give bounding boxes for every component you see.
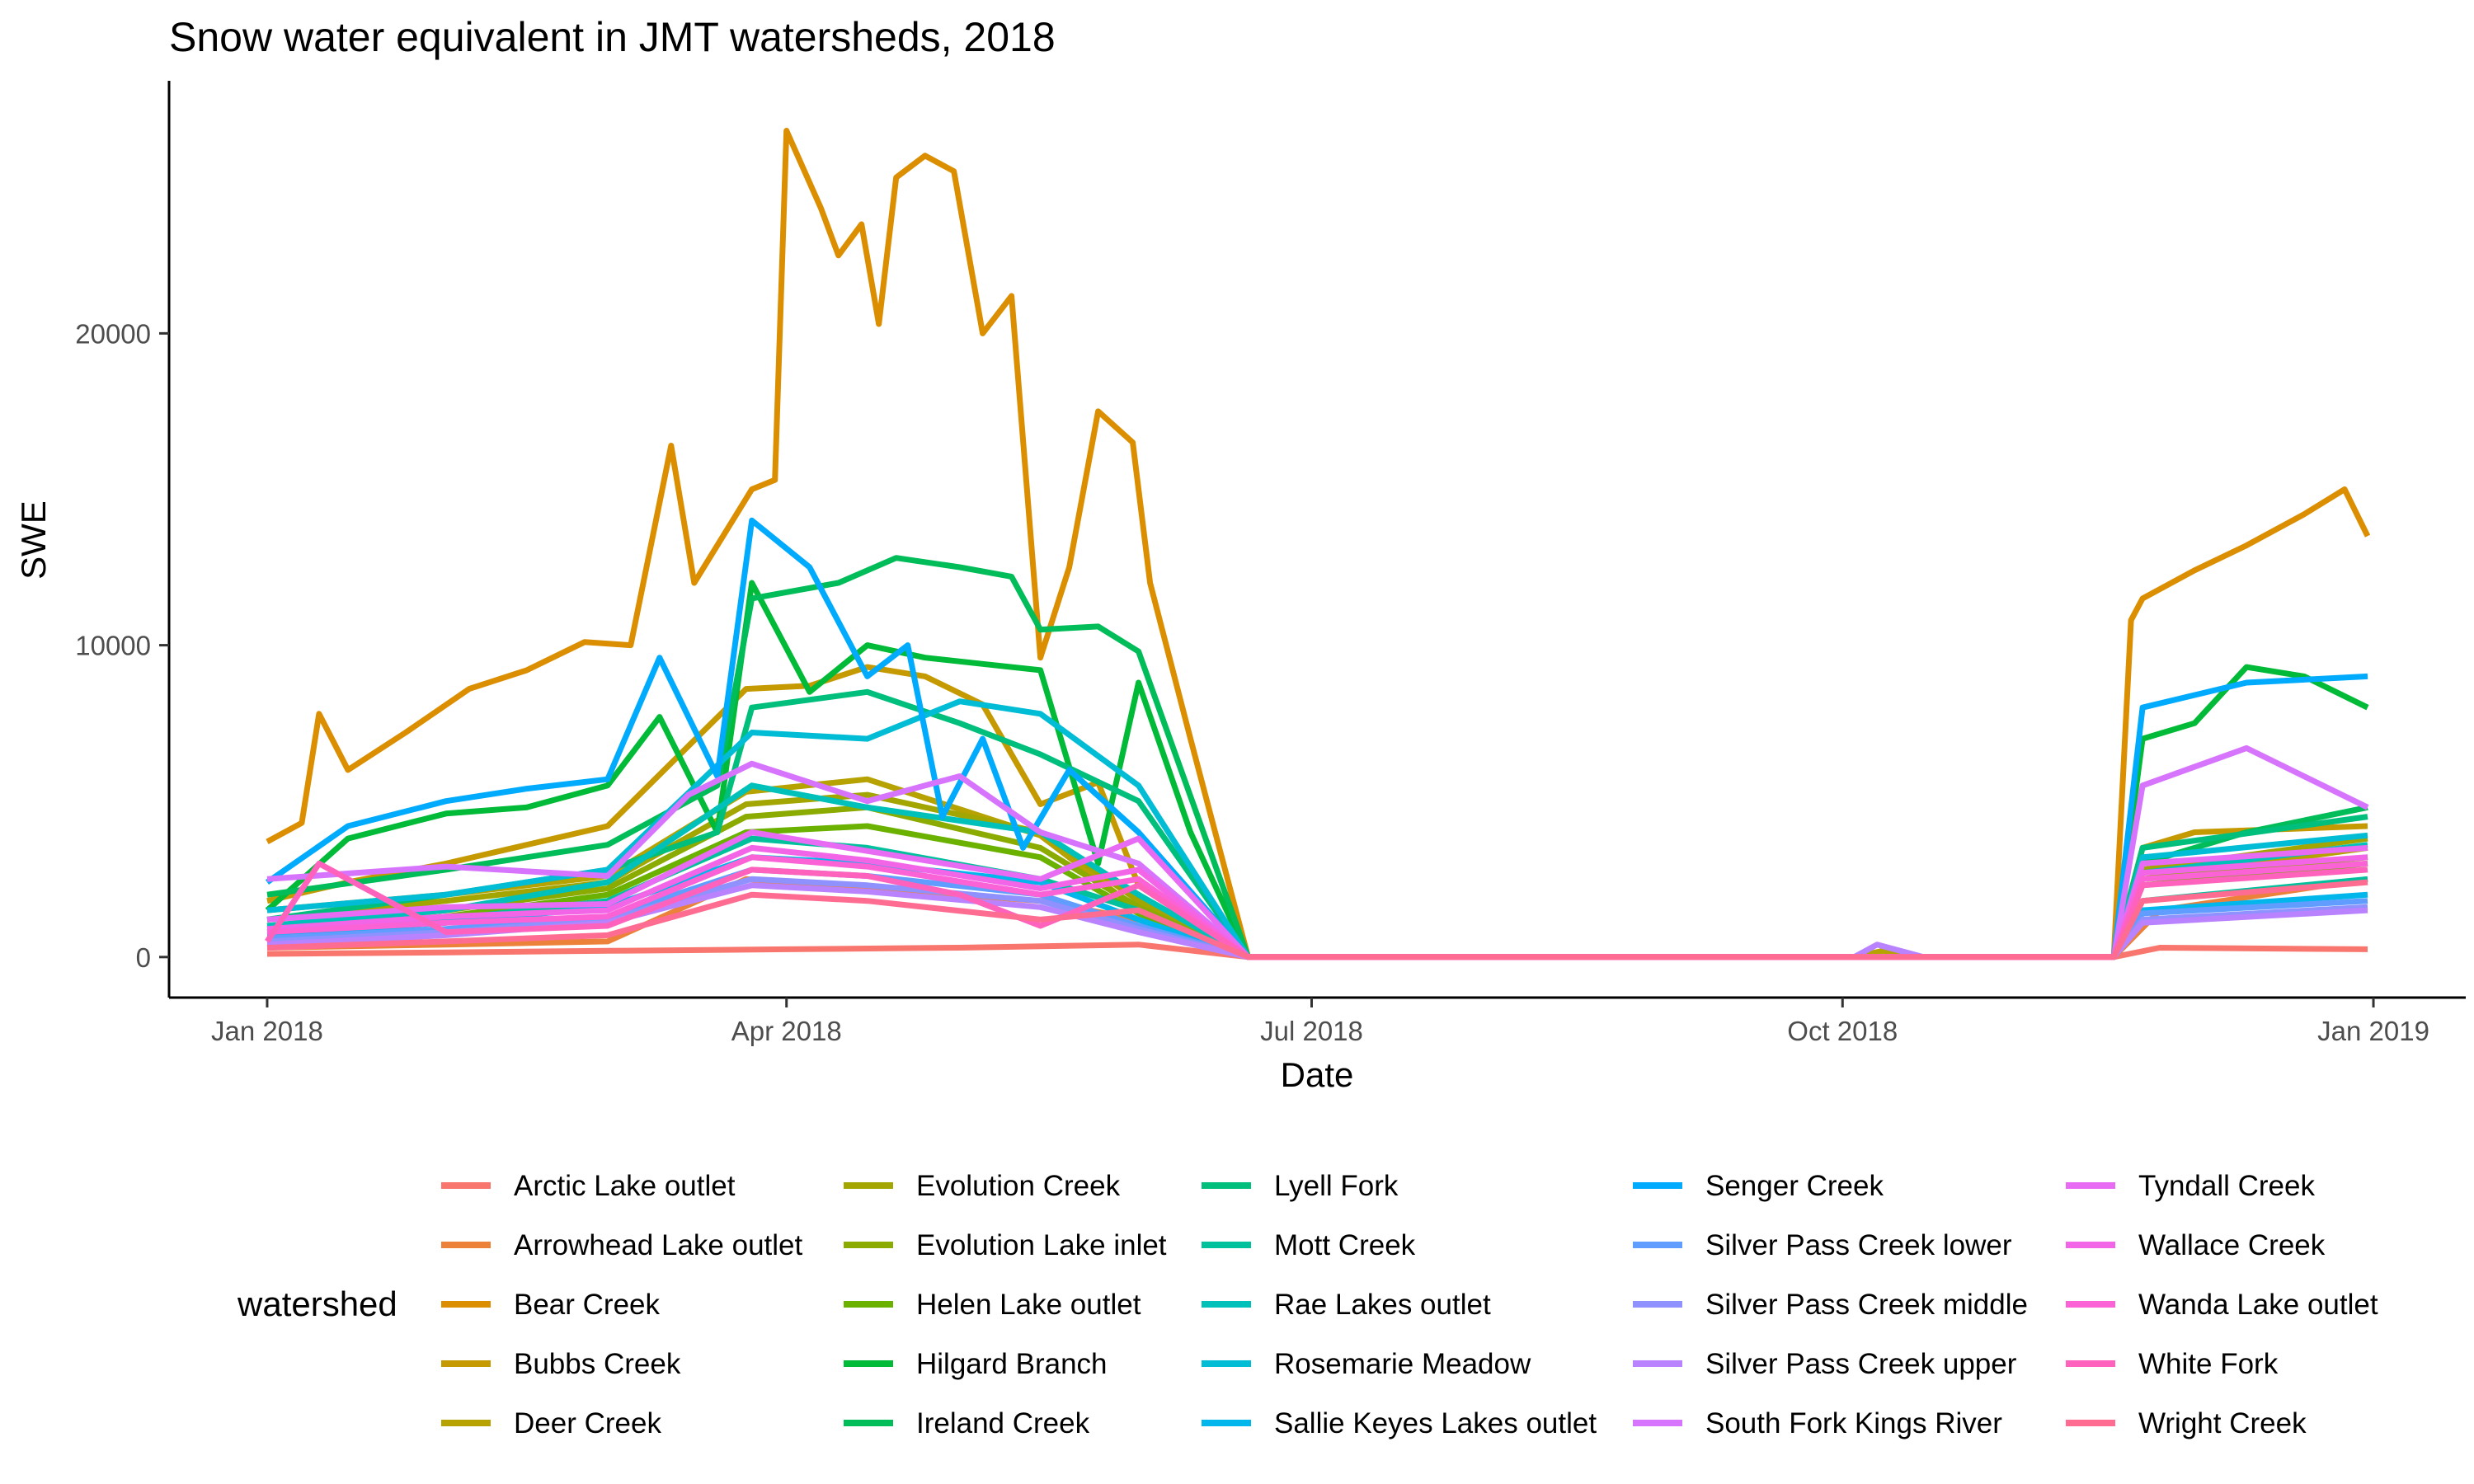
legend-label: Wright Creek: [2138, 1407, 2307, 1439]
plot-area: [265, 128, 2371, 960]
series-line: [266, 879, 2368, 960]
x-tick-label: Jan 2019: [2317, 1016, 2429, 1046]
series-line: [266, 128, 2371, 960]
x-axis-ticks: Jan 2018 Apr 2018 Jul 2018 Oct 2018 Jan 2019: [211, 998, 2429, 1046]
legend-label: South Fork Kings River: [1705, 1407, 2002, 1439]
series-line: [266, 744, 2369, 960]
legend-label: Evolution Lake inlet: [916, 1229, 1167, 1261]
x-axis-title: Date: [1281, 1055, 1354, 1094]
legend-label: Bear Creek: [514, 1289, 661, 1321]
legend-label: Senger Creek: [1705, 1170, 1884, 1202]
series-line: [266, 942, 2368, 960]
legend-title: watershed: [237, 1284, 397, 1323]
y-axis-ticks: 0 10000 20000: [75, 318, 169, 973]
legend-label: Silver Pass Creek lower: [1705, 1229, 2012, 1261]
y-tick-label: 20000: [75, 318, 151, 349]
legend-label: Helen Lake outlet: [916, 1289, 1141, 1321]
legend-label: Bubbs Creek: [514, 1348, 681, 1380]
y-tick-label: 0: [136, 942, 151, 973]
legend-label: Evolution Creek: [916, 1170, 1121, 1202]
legend-label: Arctic Lake outlet: [514, 1170, 736, 1202]
legend-label: Mott Creek: [1274, 1229, 1416, 1261]
legend-label: Rae Lakes outlet: [1274, 1289, 1491, 1321]
legend: watershed Arctic Lake outlet Arrowhead La…: [237, 1170, 2378, 1439]
y-axis-title: SWE: [14, 500, 53, 580]
x-tick-label: Apr 2018: [731, 1016, 842, 1046]
legend-label: Tyndall Creek: [2138, 1170, 2315, 1202]
series-line: [265, 580, 2369, 960]
legend-label: Silver Pass Creek middle: [1705, 1289, 2028, 1321]
x-tick-label: Jul 2018: [1260, 1016, 1363, 1046]
legend-label: Deer Creek: [514, 1407, 661, 1439]
legend-label: Lyell Fork: [1274, 1170, 1399, 1202]
chart-title: Snow water equivalent in JMT watersheds,…: [169, 14, 1056, 60]
legend-label: Wallace Creek: [2138, 1229, 2326, 1261]
x-tick-label: Oct 2018: [1787, 1016, 1898, 1046]
legend-label: Arrowhead Lake outlet: [514, 1229, 802, 1261]
legend-label: Silver Pass Creek upper: [1705, 1348, 2017, 1380]
y-tick-label: 10000: [75, 631, 151, 661]
legend-label: White Fork: [2138, 1348, 2279, 1380]
legend-label: Hilgard Branch: [916, 1348, 1108, 1380]
legend-label: Sallie Keyes Lakes outlet: [1274, 1407, 1597, 1439]
x-tick-label: Jan 2018: [211, 1016, 323, 1046]
series-line: [266, 776, 2368, 960]
legend-label: Rosemarie Meadow: [1274, 1348, 1531, 1380]
legend-label: Ireland Creek: [916, 1407, 1090, 1439]
legend-label: Wanda Lake outlet: [2138, 1289, 2378, 1321]
